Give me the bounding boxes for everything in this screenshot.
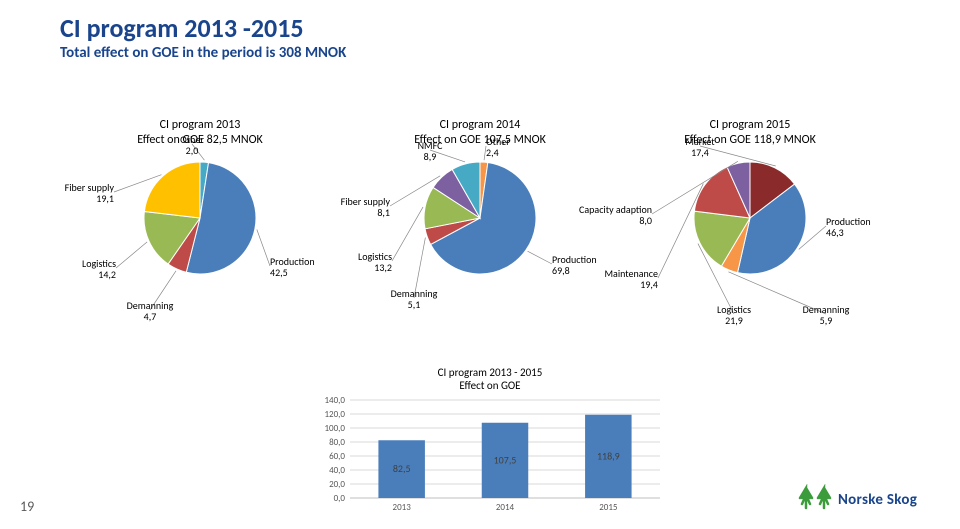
pie-slice-label: Production69,8 [552,254,597,276]
pie-slice-label: Capacity adaption8,0 [579,204,652,226]
pie-slice-label: Logistics13,2 [358,251,392,273]
pie-slice-label: Maintenance19,4 [604,268,658,290]
svg-text:80,0: 80,0 [329,437,345,448]
pie-slice-label: Demanning5,9 [796,304,856,326]
svg-text:82,5: 82,5 [393,462,411,475]
svg-text:40,0: 40,0 [329,465,345,476]
logo-text: Norske Skog [838,491,917,509]
slide-number: 19 [20,498,34,515]
pie-slice-label: Fiber supply8,1 [341,196,390,218]
svg-text:120,0: 120,0 [325,409,346,420]
pie-slice-label: Production46,3 [826,216,871,238]
svg-text:2014: 2014 [496,502,515,513]
svg-text:100,0: 100,0 [325,423,346,434]
pie-slice [144,162,200,218]
pie-slice-label: Demanning5,1 [384,288,444,310]
pie-slice-label: Market17,4 [670,136,730,158]
svg-text:140,0: 140,0 [325,395,346,406]
pie-slice-label: Logistics21,9 [704,304,764,326]
pie-slice-label: Production42,5 [270,256,315,278]
pie-slice-label: Other2,0 [162,134,222,156]
tree-icon [800,488,830,508]
svg-text:0,0: 0,0 [334,493,346,504]
svg-text:2015: 2015 [599,502,618,513]
slide: CI program 2013 -2015 Total effect on GO… [0,0,960,529]
svg-text:2013: 2013 [393,502,412,513]
svg-text:118,9: 118,9 [597,449,620,462]
pie-slice-label: Demanning4,7 [120,300,180,322]
bar-chart: CI program 2013 - 2015Effect on GOE0,020… [310,366,670,516]
logo-svg: Norske Skog [796,484,936,512]
svg-text:20,0: 20,0 [329,479,345,490]
pie-slice-label: Logistics14,2 [82,258,116,280]
pie-slice-label: NMFC8,9 [400,140,460,162]
svg-text:60,0: 60,0 [329,451,345,462]
company-logo: Norske Skog [796,484,936,517]
pie-slice-label: Other2,4 [486,136,510,158]
pie-slice-label: Fiber supply19,1 [65,182,114,204]
svg-text:107,5: 107,5 [494,453,517,466]
